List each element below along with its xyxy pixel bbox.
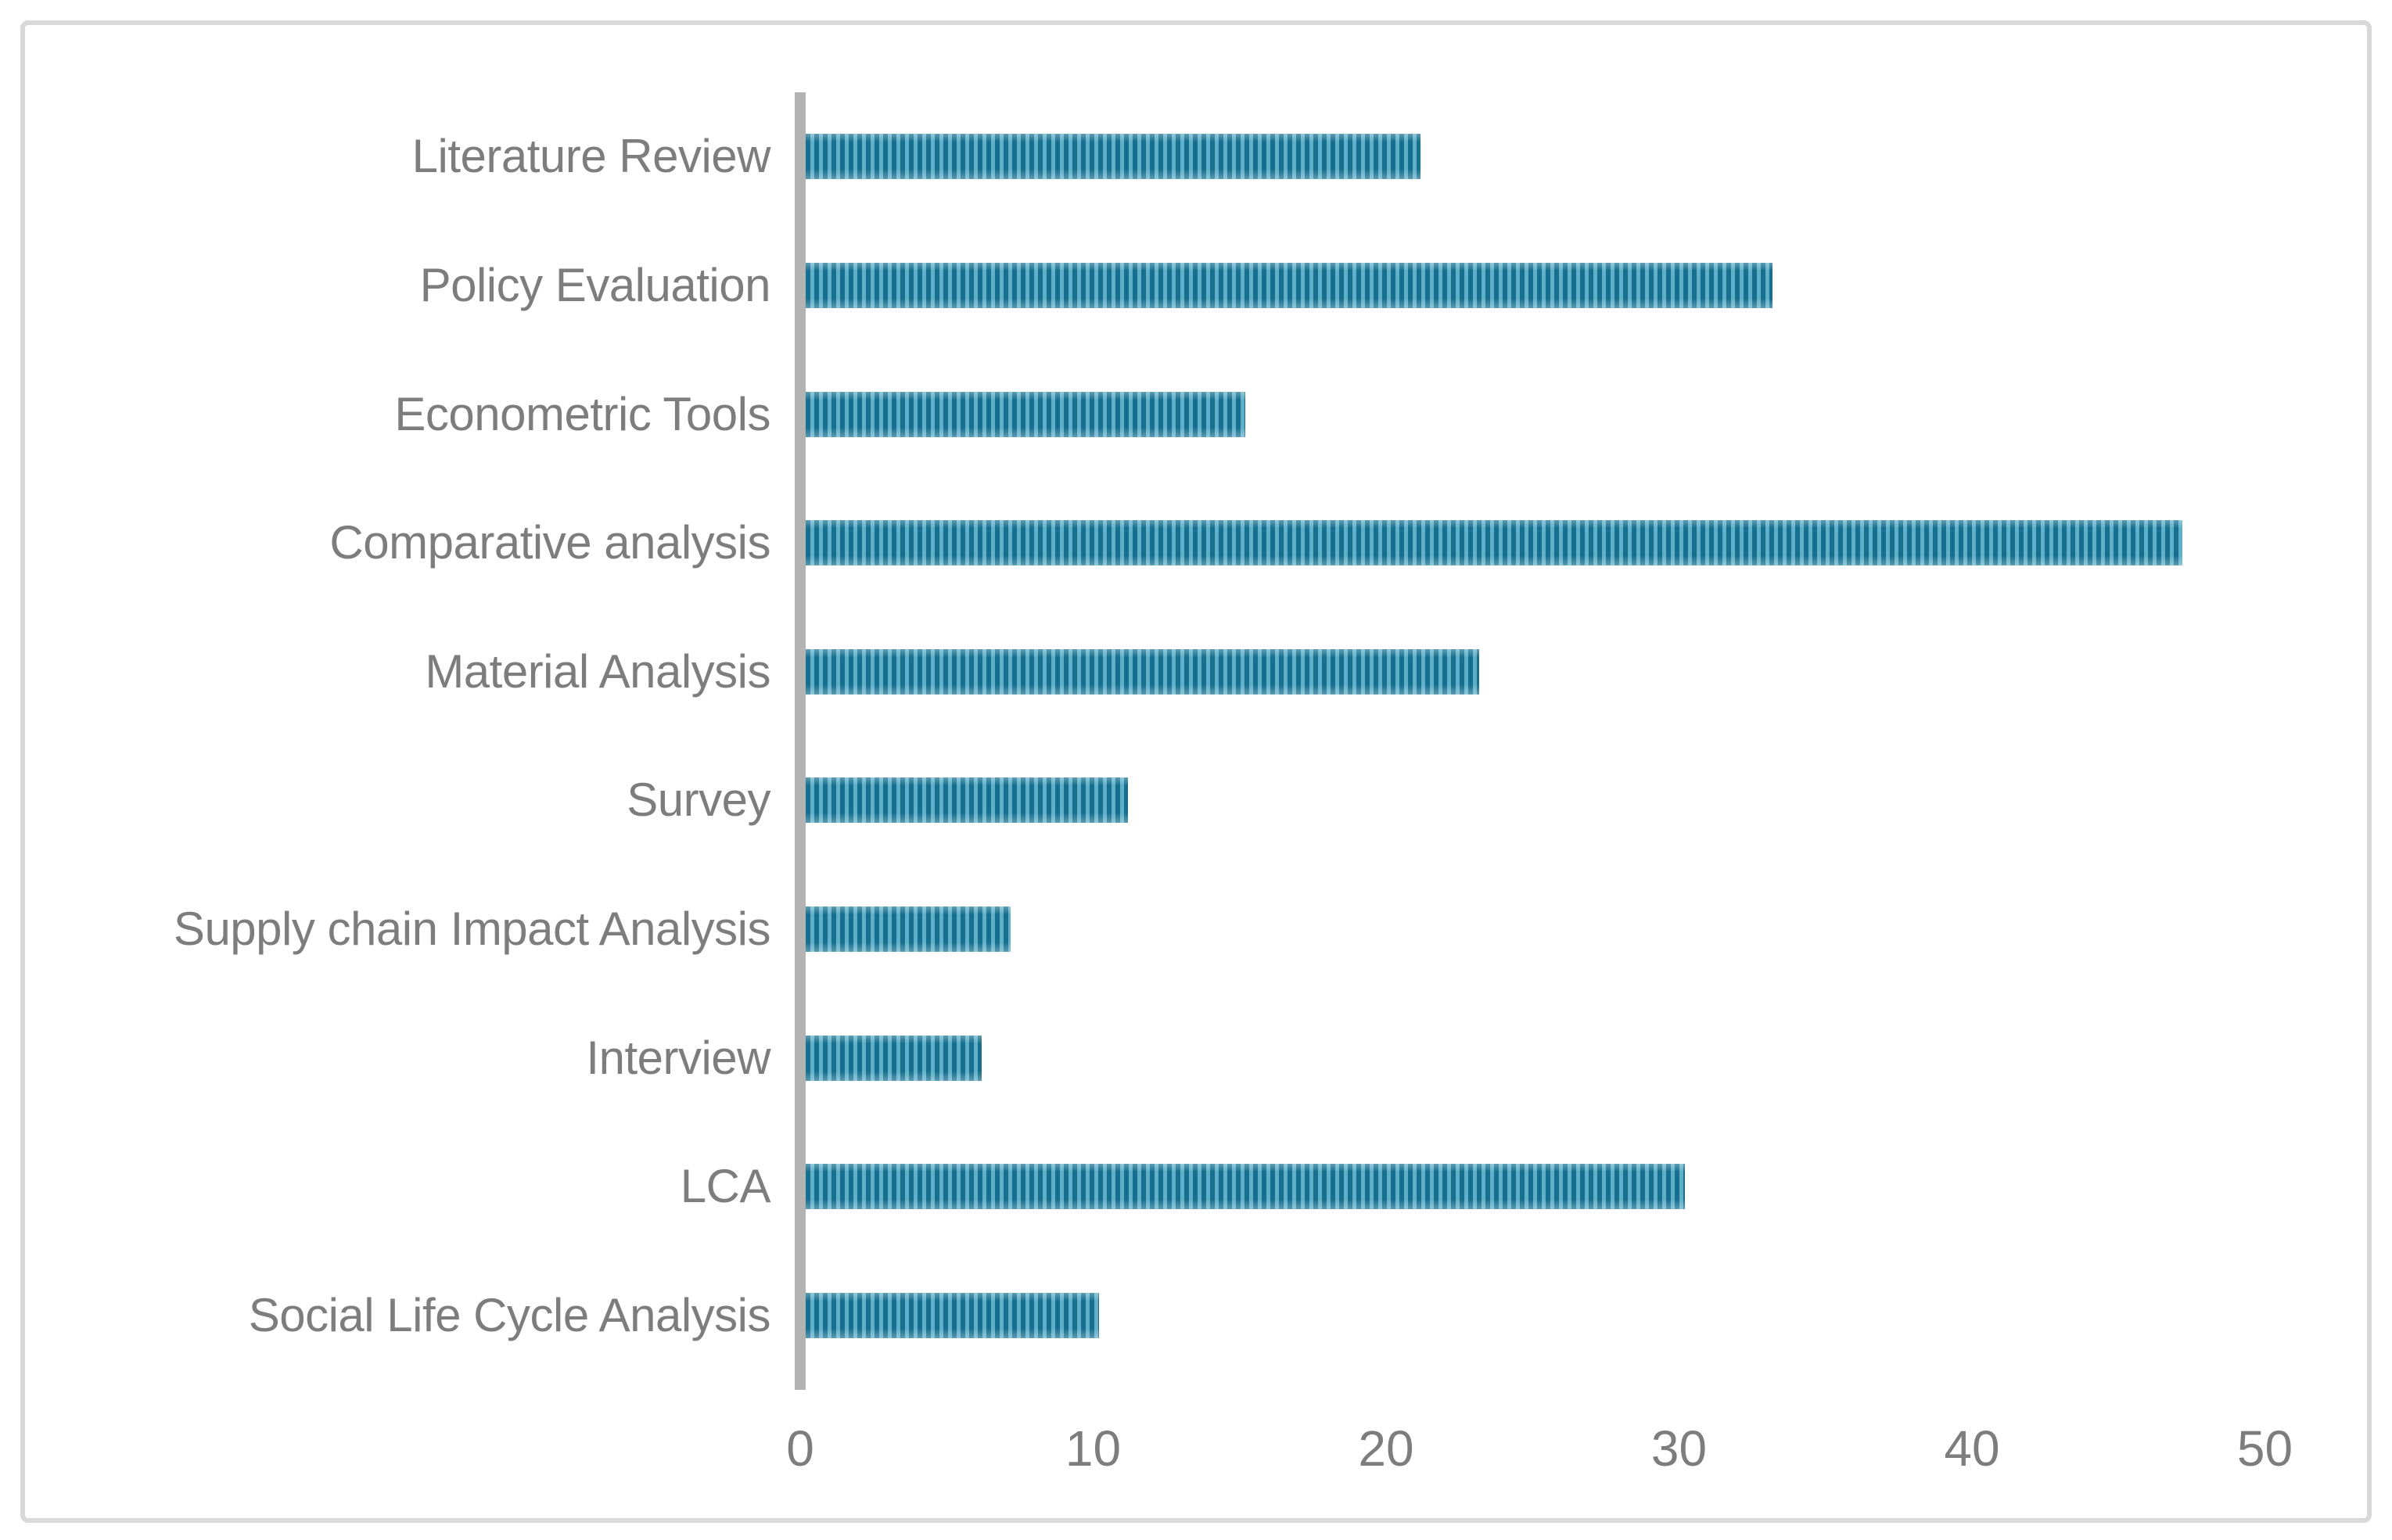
bar-interview [806,1035,982,1081]
y-axis-label-econometric-tools: Econometric Tools [394,387,770,440]
y-axis-label-literature-review: Literature Review [411,130,771,183]
x-axis-tick-10: 10 [1065,1420,1122,1477]
y-axis-label-social-life-cycle-analysis: Social Life Cycle Analysis [248,1288,771,1341]
bar-material-analysis [806,648,1479,695]
bar-lca [806,1164,1685,1210]
bar-comparative-analysis [806,520,2182,566]
bar-social-life-cycle-analysis [806,1292,1099,1338]
y-axis-label-supply-chain-impact-analysis: Supply chain Impact Analysis [173,902,771,955]
y-axis-label-survey: Survey [627,774,770,827]
x-axis-tick-0: 0 [786,1420,814,1477]
y-axis-label-interview: Interview [586,1031,770,1084]
bar-econometric-tools [806,391,1245,437]
bar-survey [806,777,1128,824]
bar-policy-evaluation [806,262,1772,308]
x-axis-tick-40: 40 [1944,1420,2000,1477]
x-axis-tick-50: 50 [2236,1420,2293,1477]
x-axis-tick-20: 20 [1358,1420,1414,1477]
bar-supply-chain-impact-analysis [806,906,1011,952]
y-axis-label-comparative-analysis: Comparative analysis [329,516,770,569]
y-axis-line [795,92,806,1390]
y-axis-label-policy-evaluation: Policy Evaluation [419,258,771,311]
chart-border-frame [20,20,2372,1523]
y-axis-label-lca: LCA [680,1160,771,1213]
bar-literature-review [806,134,1420,180]
y-axis-label-material-analysis: Material Analysis [425,644,770,698]
x-axis-tick-30: 30 [1650,1420,1708,1477]
